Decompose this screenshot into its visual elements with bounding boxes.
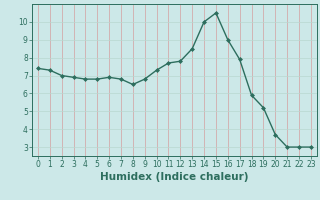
X-axis label: Humidex (Indice chaleur): Humidex (Indice chaleur) (100, 172, 249, 182)
